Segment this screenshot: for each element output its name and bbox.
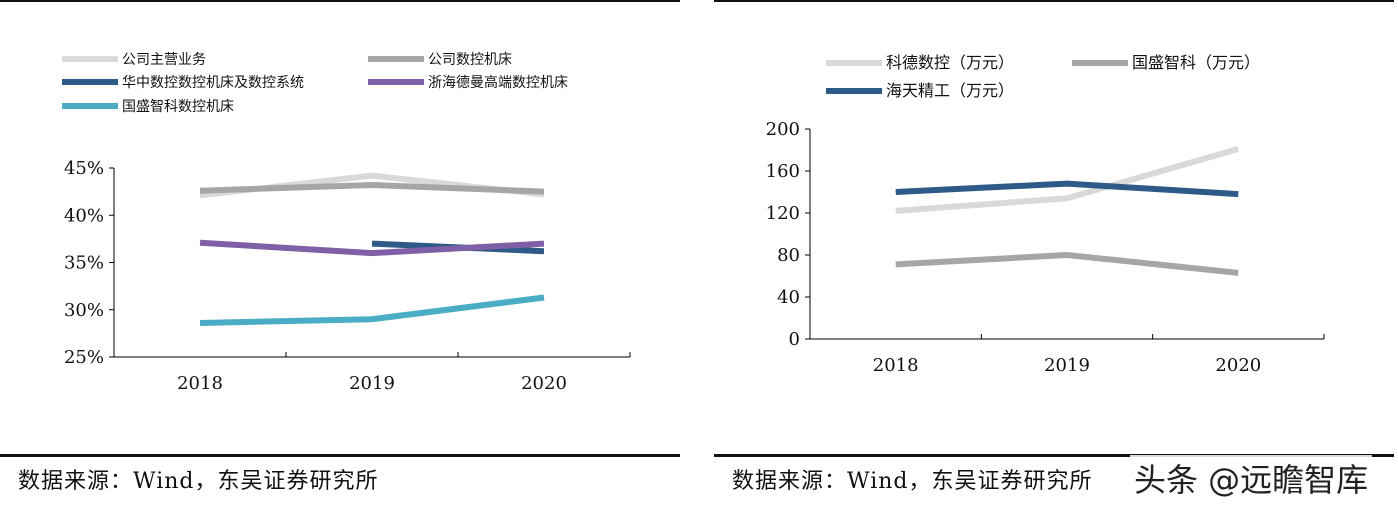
source-note: 数据来源：Wind，东吴证券研究所 [18,469,379,494]
per-capita-output-line-chart: 科德数控（万元） 国盛智科（万元） 海天精工（万元） 0 40 80 120 160 200 20… [766,53,1325,376]
legend-label-公司数控机床: 公司数控机床 [428,52,512,68]
bottom-rule [714,454,1394,457]
top-rule [714,0,1394,2]
legend-label-华中数控数控机床及数控系统: 华中数控数控机床及数控系统 [122,75,304,91]
watermark: 头条 @远瞻智库 [1130,455,1373,501]
x-tick-label-2020: 2020 [521,373,567,394]
x-tick-label-2018: 2018 [873,355,919,376]
y-tick-label: 120 [766,203,800,224]
y-tick-label: 30% [64,300,104,321]
series-line-海天精工万元 [895,180,1239,198]
series-line-浙海德曼高端数控机床 [199,239,545,257]
source-note: 数据来源：Wind，东吴证券研究所 [732,469,1093,494]
series-line-科德数控万元 [895,146,1240,214]
bottom-rule [0,454,680,457]
y-tick-label: 35% [64,253,104,274]
right-chart-panel: 科德数控（万元） 国盛智科（万元） 海天精工（万元） 0 40 80 120 160 200 20… [714,0,1394,515]
y-tick-label: 80 [777,245,800,266]
top-rule [0,0,680,2]
series-line-公司数控机床 [199,182,545,195]
y-tick-label: 0 [789,329,800,350]
y-tick-label: 160 [766,161,800,182]
y-tick-label: 40 [777,287,800,308]
series-line-国盛智科万元 [895,252,1239,276]
y-tick-label: 45% [64,158,104,179]
legend-label-国盛智科数控机床: 国盛智科数控机床 [122,99,234,115]
x-tick-label-2019: 2019 [1044,355,1090,376]
x-tick-label-2019: 2019 [349,373,395,394]
left-chart-panel: 公司主营业务 公司数控机床华中数控数控机床及数控系统 浙海德曼高端数控机床国盛智科数… [0,0,680,515]
legend-label-浙海德曼高端数控机床: 浙海德曼高端数控机床 [428,74,568,91]
y-tick-label: 40% [64,205,104,226]
series-line-国盛智科数控机床 [199,294,545,326]
legend-label-科德数控万元: 科德数控（万元） [886,53,1014,72]
legend-label-海天精工万元: 海天精工（万元） [886,81,1014,100]
x-tick-label-2020: 2020 [1215,355,1261,376]
y-tick-label: 25% [64,347,104,368]
legend-label-公司主营业务: 公司主营业务 [122,52,206,68]
x-tick-label-2018: 2018 [177,373,223,394]
legend-label-国盛智科万元: 国盛智科（万元） [1132,53,1260,72]
y-tick-label: 200 [766,119,800,140]
